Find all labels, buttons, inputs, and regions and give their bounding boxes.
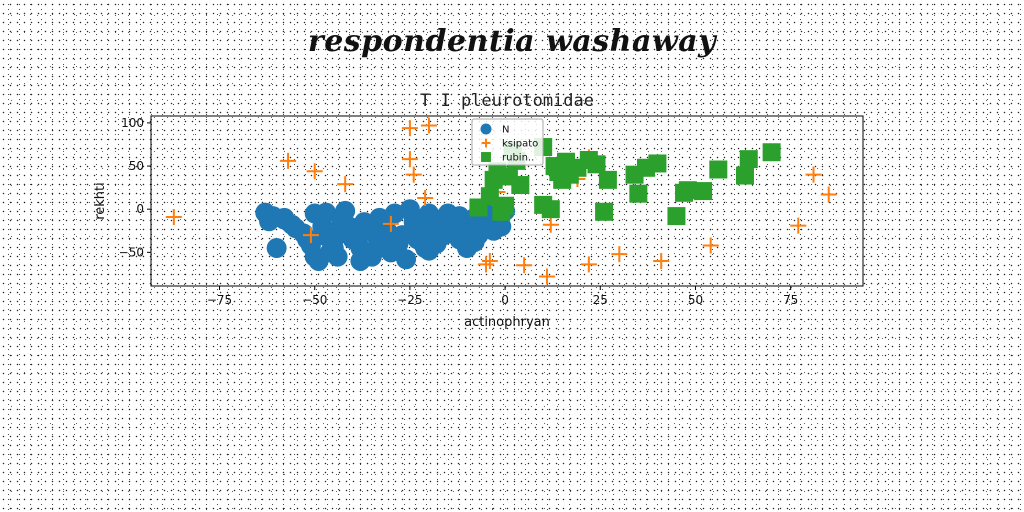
- data-point-plus: [420, 117, 437, 134]
- data-point-plus: [306, 163, 323, 180]
- data-point-circle: [418, 240, 439, 261]
- data-point-plus: [401, 151, 418, 168]
- data-point-plus: [516, 257, 533, 274]
- data-point-plus: [478, 256, 495, 273]
- data-point-circle: [449, 206, 470, 227]
- y-tick-label: 100: [121, 116, 144, 130]
- data-point-circle: [426, 209, 447, 230]
- data-point-circle: [327, 246, 348, 267]
- data-point-square: [541, 200, 560, 219]
- data-point-circle: [388, 233, 409, 254]
- data-point-circle: [304, 203, 325, 224]
- x-tick-label: −50: [302, 293, 327, 307]
- data-point-square: [587, 155, 606, 174]
- data-point-square: [480, 187, 499, 206]
- page-title: respondentia washaway: [307, 24, 717, 59]
- data-point-circle: [274, 207, 295, 228]
- series-square: [469, 138, 781, 226]
- data-point-square: [667, 207, 686, 226]
- data-point-square: [678, 181, 697, 200]
- y-axis-label: rekhti: [93, 182, 108, 220]
- data-point-plus: [302, 227, 319, 244]
- data-point-plus: [481, 252, 498, 269]
- data-point-circle: [396, 249, 417, 270]
- data-point-square: [739, 150, 758, 169]
- data-point-circle: [403, 212, 424, 233]
- legend-entry: N: [480, 123, 509, 136]
- legend-entry: ksipato: [481, 138, 538, 150]
- x-axis-label: actinophryan: [464, 315, 550, 330]
- data-point-circle: [476, 218, 497, 239]
- data-point-plus: [280, 152, 297, 169]
- data-point-plus: [538, 268, 555, 285]
- data-point-plus: [790, 217, 807, 234]
- data-point-circle: [259, 211, 280, 232]
- data-point-square: [735, 166, 754, 185]
- data-point-plus: [653, 252, 670, 269]
- data-point-circle: [266, 238, 287, 259]
- x-tick-label: 25: [593, 293, 608, 307]
- data-point-square: [511, 176, 530, 195]
- data-point-plus: [805, 166, 822, 183]
- plot-frame: [150, 115, 864, 287]
- data-point-circle: [491, 216, 512, 237]
- series-circle: [255, 199, 516, 271]
- x-tick-label: −75: [207, 293, 232, 307]
- data-point-plus: [611, 246, 628, 263]
- legend-entry: rubin..: [481, 152, 534, 164]
- legend-label: rubin..: [502, 153, 534, 164]
- data-point-square: [492, 202, 511, 221]
- data-point-plus: [382, 215, 399, 232]
- y-tick-label: 0: [136, 202, 144, 216]
- data-point-circle: [365, 216, 386, 237]
- data-point-circle: [312, 225, 333, 246]
- data-point-circle: [457, 223, 478, 244]
- data-point-plus: [820, 186, 837, 203]
- data-point-square: [598, 170, 617, 189]
- data-point-square: [762, 143, 781, 162]
- data-point-square: [694, 182, 713, 201]
- data-point-plus: [580, 256, 597, 273]
- legend-label: ksipato: [502, 139, 538, 150]
- points-layer: [165, 117, 837, 285]
- y-tick-label: 50: [129, 159, 144, 173]
- data-point-square: [629, 184, 648, 203]
- series-plus: [165, 117, 837, 285]
- data-point-plus: [542, 216, 559, 233]
- data-point-plus: [417, 189, 434, 206]
- data-point-plus: [337, 176, 354, 193]
- chart-title: T I pleurotomidae: [420, 91, 594, 111]
- ticks-layer: −75 −50 −25 0 25 50 75 −50 0 50 100: [119, 116, 799, 307]
- data-point-plus: [405, 166, 422, 183]
- data-point-square: [648, 154, 667, 173]
- data-point-circle: [434, 225, 455, 246]
- data-point-plus: [401, 120, 418, 137]
- data-point-circle: [480, 123, 492, 135]
- x-tick-label: 75: [783, 293, 798, 307]
- data-point-circle: [384, 203, 405, 224]
- data-point-plus: [702, 237, 719, 254]
- y-tick-label: −50: [119, 245, 144, 259]
- x-tick-label: −25: [397, 293, 422, 307]
- data-point-plus: [165, 208, 182, 225]
- legend-label: N: [502, 125, 509, 136]
- data-point-square: [709, 160, 728, 179]
- data-point-plus: [481, 138, 491, 148]
- x-tick-label: 0: [501, 293, 509, 307]
- data-point-square: [595, 202, 614, 221]
- x-tick-label: 50: [688, 293, 703, 307]
- data-point-circle: [358, 242, 379, 263]
- data-point-square: [481, 152, 491, 162]
- data-point-circle: [335, 200, 356, 221]
